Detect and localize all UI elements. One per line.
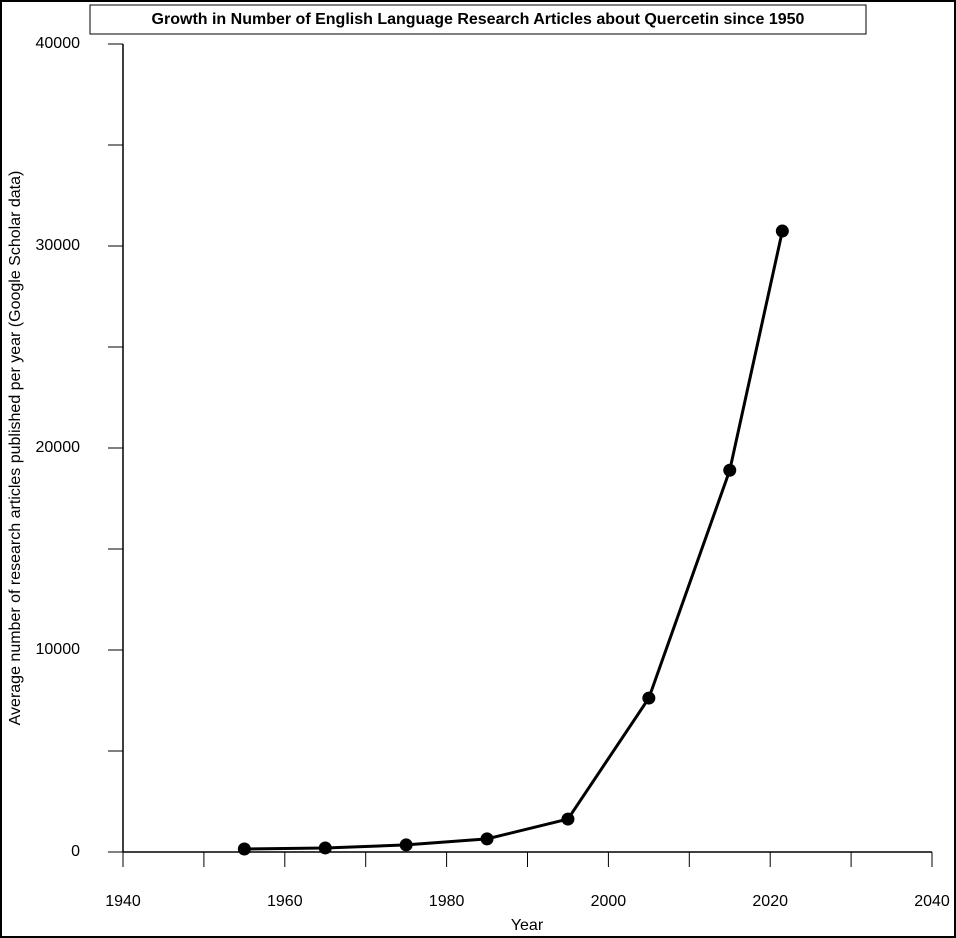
data-point bbox=[561, 812, 575, 826]
data-point bbox=[642, 691, 656, 705]
data-point bbox=[723, 463, 737, 477]
y-tick-label: 20000 bbox=[36, 439, 81, 456]
data-point bbox=[318, 841, 332, 855]
y-tick-label: 40000 bbox=[36, 35, 81, 52]
chart-title: Growth in Number of English Language Res… bbox=[152, 11, 805, 28]
data-point bbox=[480, 832, 494, 846]
x-tick-label: 1980 bbox=[429, 893, 465, 910]
x-tick-label: 2020 bbox=[752, 893, 788, 910]
x-tick-label: 2040 bbox=[914, 893, 950, 910]
data-point bbox=[775, 224, 789, 238]
data-point bbox=[399, 838, 413, 852]
x-tick-label: 1960 bbox=[267, 893, 303, 910]
y-axis-label: Average number of research articles publ… bbox=[7, 171, 24, 726]
y-tick-label: 30000 bbox=[36, 237, 81, 254]
y-tick-label: 10000 bbox=[36, 641, 81, 658]
title-box bbox=[89, 4, 867, 35]
data-point bbox=[237, 842, 251, 856]
x-tick-label: 1940 bbox=[105, 893, 141, 910]
y-tick-label: 0 bbox=[71, 843, 80, 860]
data-line bbox=[244, 230, 784, 851]
x-tick-label: 2000 bbox=[591, 893, 627, 910]
x-axis-label: Year bbox=[511, 917, 544, 934]
